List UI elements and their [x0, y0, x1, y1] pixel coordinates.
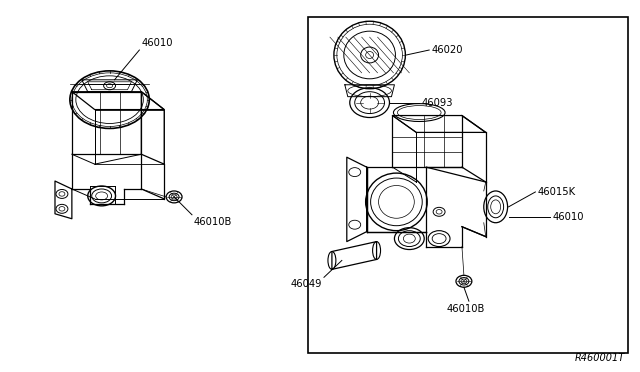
- Text: R460001T: R460001T: [575, 353, 625, 363]
- Text: 46010: 46010: [141, 38, 173, 48]
- Text: 46020: 46020: [431, 45, 463, 55]
- Text: 46010B: 46010B: [447, 304, 485, 314]
- Text: 46049: 46049: [291, 279, 322, 289]
- Text: 46093: 46093: [421, 97, 452, 108]
- Text: 46010: 46010: [552, 212, 584, 222]
- Text: 46015K: 46015K: [538, 187, 575, 197]
- Text: 46010B: 46010B: [194, 217, 232, 227]
- Bar: [308, 17, 628, 353]
